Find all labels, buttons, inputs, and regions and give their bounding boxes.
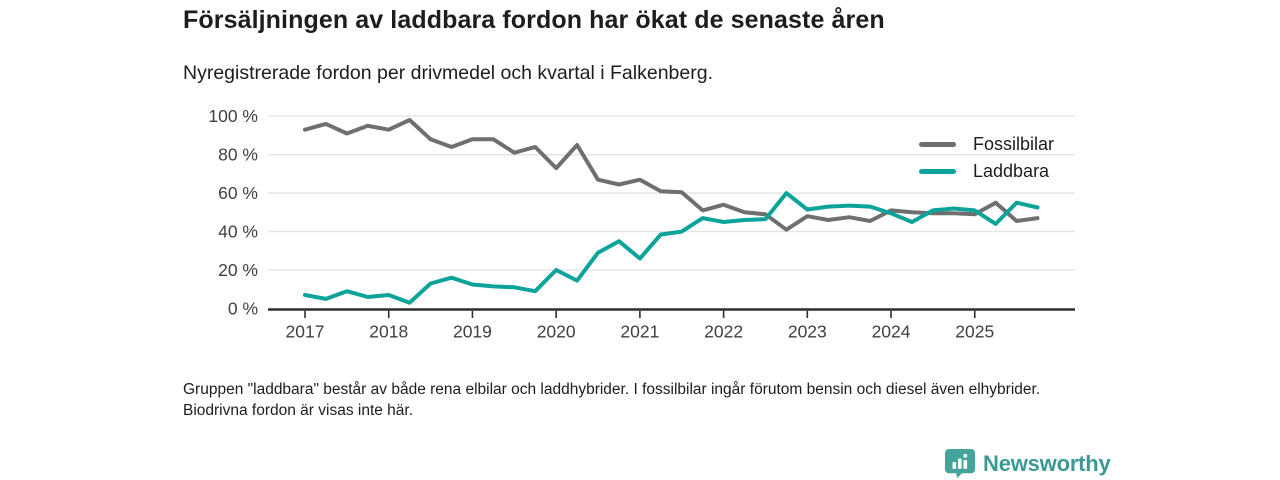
newsworthy-logo: Newsworthy [945, 448, 1111, 479]
y-tick-label: 80 % [218, 145, 258, 165]
legend-label: Fossilbilar [973, 134, 1055, 154]
legend-label: Laddbara [973, 161, 1050, 181]
page-title: Försäljningen av laddbara fordon har öka… [183, 6, 885, 34]
x-tick-label: 2022 [704, 322, 743, 342]
x-tick-label: 2023 [788, 322, 827, 342]
y-tick-label: 100 % [208, 106, 258, 126]
legend-item-fossilbilar: Fossilbilar [919, 131, 1054, 158]
y-tick-label: 40 % [218, 222, 258, 242]
logo-wordmark: Newsworthy [983, 450, 1111, 476]
chart-footnote: Gruppen "laddbara" består av både rena e… [183, 381, 1041, 419]
laddbara-swatch-icon [919, 168, 956, 175]
series-line-fossilbilar [303, 118, 1040, 232]
series-line-laddbara [303, 191, 1040, 305]
y-tick-label: 20 % [218, 260, 258, 280]
y-tick-label: 60 % [218, 183, 258, 203]
x-tick-label: 2025 [955, 322, 994, 342]
x-tick-label: 2019 [453, 322, 492, 342]
x-tick-label: 2024 [872, 322, 911, 342]
chart-subtitle: Nyregistrerade fordon per drivmedel och … [183, 62, 713, 84]
legend-item-laddbara: Laddbara [919, 158, 1054, 185]
x-tick-label: 2018 [369, 322, 408, 342]
x-tick-label: 2021 [620, 322, 659, 342]
x-tick-label: 2020 [537, 322, 576, 342]
fossilbilar-swatch-icon [919, 141, 956, 148]
y-tick-label: 0 % [228, 299, 258, 319]
x-tick-label: 2017 [286, 322, 325, 342]
bar-chart-pin-icon [945, 448, 976, 479]
chart-legend: Fossilbilar Laddbara [919, 131, 1054, 185]
